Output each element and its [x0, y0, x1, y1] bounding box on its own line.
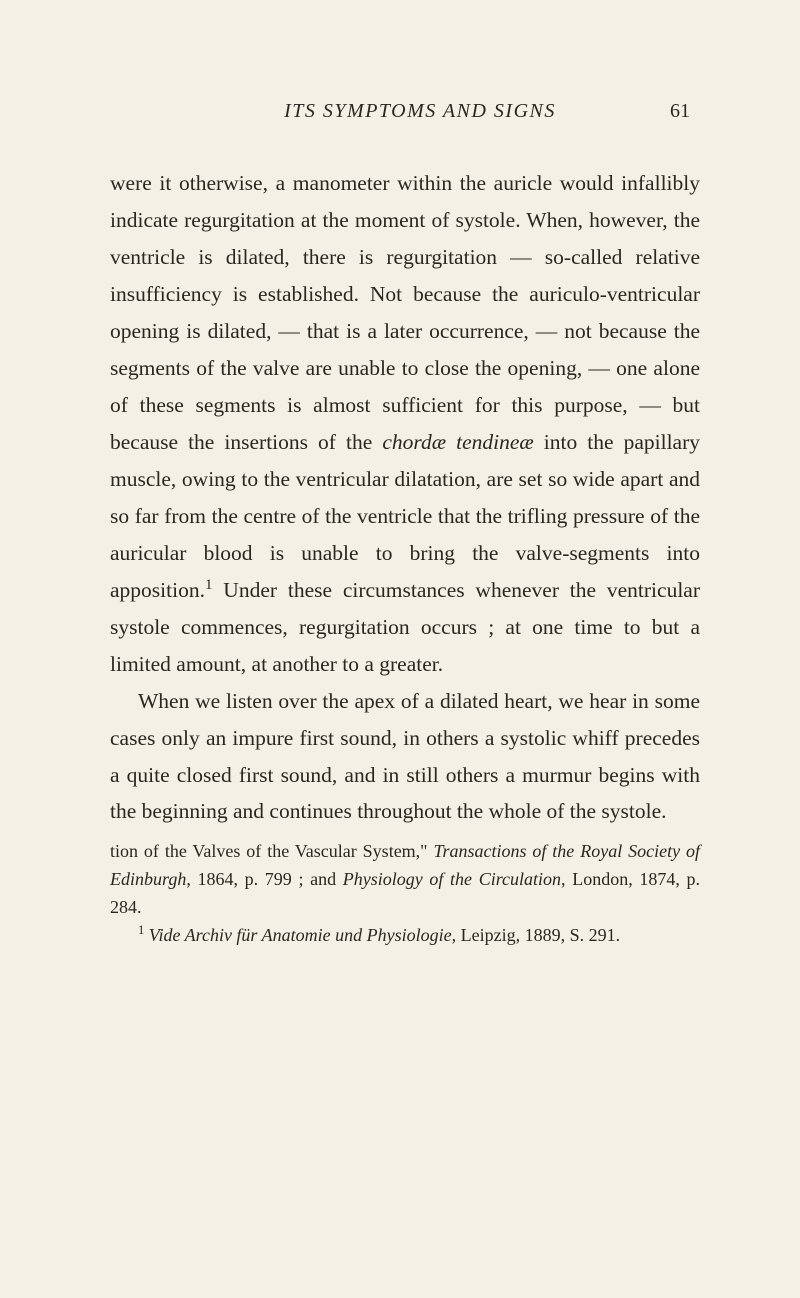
- footnotes: tion of the Valves of the Vascular Syste…: [110, 838, 700, 950]
- fn-cont-italic2: Physiology of the Circulation: [343, 869, 561, 889]
- page-number: 61: [670, 100, 690, 123]
- footnote-continuation: tion of the Valves of the Vascular Syste…: [110, 838, 700, 922]
- footnote-1: 1 Vide Archiv für Anatomie und Physiolog…: [110, 922, 700, 950]
- fn1-b: , Leipzig, 1889, S. 291.: [452, 925, 621, 945]
- fn-cont-b: , 1864, p. 799 ; and: [186, 869, 342, 889]
- para1-text-a: were it otherwise, a manometer within th…: [110, 171, 700, 454]
- paragraph-1: were it otherwise, a manometer within th…: [110, 165, 700, 683]
- body-text: were it otherwise, a manometer within th…: [110, 165, 700, 830]
- fn1-italic1: Vide Archiv für Anatomie und Physiologie: [149, 925, 452, 945]
- para2-text: When we listen over the apex of a dilate…: [110, 689, 700, 824]
- paragraph-2: When we listen over the apex of a dilate…: [110, 683, 700, 831]
- fn-cont-a: tion of the Valves of the Vascular Syste…: [110, 841, 433, 861]
- page-header: ITS SYMPTOMS AND SIGNS 61: [110, 100, 700, 123]
- para1-italic-chordae: chordæ tendineæ: [382, 430, 533, 454]
- footnote-ref-1: 1: [205, 577, 213, 593]
- running-title: ITS SYMPTOMS AND SIGNS: [170, 100, 670, 123]
- para1-text-b: into the papillary muscle, owing to the …: [110, 430, 700, 602]
